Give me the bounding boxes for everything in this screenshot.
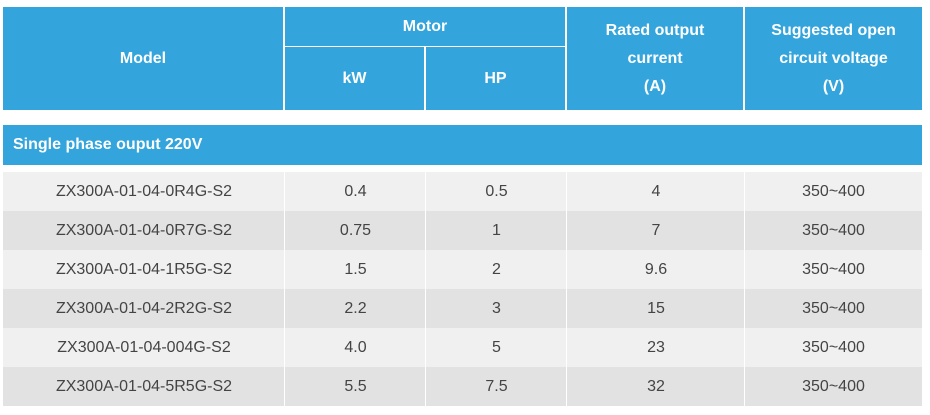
column-divider (425, 367, 426, 406)
header-current-line-2: current (627, 49, 683, 67)
cell-voltage: 350~400 (802, 221, 865, 239)
header-rated-output-current: Rated output current (A) (567, 7, 743, 110)
section-title-bar: Single phase ouput 220V (3, 125, 922, 165)
header-kw: kW (285, 47, 424, 110)
column-divider (744, 367, 745, 406)
column-divider (425, 172, 426, 211)
column-divider (566, 328, 567, 367)
cell-model: ZX300A-01-04-5R5G-S2 (55, 377, 233, 395)
cell-voltage: 350~400 (802, 182, 865, 200)
cell-current: 9.6 (644, 260, 668, 278)
column-divider (284, 367, 285, 406)
cell-kw: 5.5 (344, 377, 367, 395)
header-hp-label: HP (484, 69, 507, 87)
cell-hp: 0.5 (485, 182, 508, 200)
cell-current: 32 (647, 377, 665, 395)
column-divider (284, 328, 285, 367)
column-divider (284, 289, 285, 328)
cell-voltage: 350~400 (802, 260, 865, 278)
column-divider (425, 289, 426, 328)
cell-kw: 0.4 (344, 182, 367, 200)
column-divider (744, 328, 745, 367)
header-voltage-line-3: (V) (822, 77, 845, 95)
header-voltage-line-1: Suggested open (771, 21, 896, 39)
header-model-label: Model (119, 49, 167, 67)
cell-current: 23 (647, 338, 665, 356)
cell-voltage: 350~400 (802, 299, 865, 317)
cell-model: ZX300A-01-04-0R7G-S2 (55, 221, 233, 239)
cell-current: 4 (651, 182, 661, 200)
column-divider (744, 250, 745, 289)
cell-model: ZX300A-01-04-0R4G-S2 (55, 182, 233, 200)
cell-current: 7 (651, 221, 661, 239)
cell-model: ZX300A-01-04-2R2G-S2 (55, 299, 233, 317)
cell-hp: 7.5 (485, 377, 508, 395)
table-row: ZX300A-01-04-004G-S2 4.0 5 23 350~400 (3, 328, 922, 367)
table-row: ZX300A-01-04-1R5G-S2 1.5 2 9.6 350~400 (3, 250, 922, 289)
column-divider (284, 211, 285, 250)
header-model: Model (3, 7, 283, 110)
column-divider (744, 172, 745, 211)
cell-hp: 2 (492, 260, 501, 278)
table-row: ZX300A-01-04-0R4G-S2 0.4 0.5 4 350~400 (3, 172, 922, 211)
column-divider (425, 250, 426, 289)
cell-hp: 3 (492, 299, 501, 317)
cell-voltage: 350~400 (802, 377, 865, 395)
header-current-line-3: (A) (643, 77, 667, 95)
header-motor-label: Motor (402, 17, 448, 35)
column-divider (284, 172, 285, 211)
cell-kw: 2.2 (344, 299, 367, 317)
column-divider (425, 211, 426, 250)
table-row: ZX300A-01-04-5R5G-S2 5.5 7.5 32 350~400 (3, 367, 922, 406)
header-hp: HP (426, 47, 565, 110)
section-title: Single phase ouput 220V (13, 136, 203, 153)
column-divider (566, 367, 567, 406)
column-divider (566, 250, 567, 289)
column-divider (744, 289, 745, 328)
cell-hp: 5 (492, 338, 501, 356)
cell-kw: 1.5 (344, 260, 367, 278)
cell-hp: 1 (492, 221, 501, 239)
table-row: ZX300A-01-04-2R2G-S2 2.2 3 15 350~400 (3, 289, 922, 328)
cell-kw: 0.75 (339, 221, 372, 239)
header-kw-label: kW (342, 69, 367, 87)
header-voltage-line-2: circuit voltage (779, 49, 888, 67)
column-divider (425, 328, 426, 367)
cell-model: ZX300A-01-04-004G-S2 (57, 338, 231, 356)
cell-current: 15 (647, 299, 665, 317)
cell-kw: 4.0 (344, 338, 367, 356)
header-suggested-voltage: Suggested open circuit voltage (V) (745, 7, 922, 110)
table-row: ZX300A-01-04-0R7G-S2 0.75 1 7 350~400 (3, 211, 922, 250)
column-divider (566, 289, 567, 328)
column-divider (566, 211, 567, 250)
column-divider (284, 250, 285, 289)
header-motor: Motor (285, 7, 565, 46)
column-divider (744, 211, 745, 250)
cell-voltage: 350~400 (802, 338, 865, 356)
column-divider (566, 172, 567, 211)
cell-model: ZX300A-01-04-1R5G-S2 (55, 260, 233, 278)
header-current-line-1: Rated output (605, 21, 705, 39)
